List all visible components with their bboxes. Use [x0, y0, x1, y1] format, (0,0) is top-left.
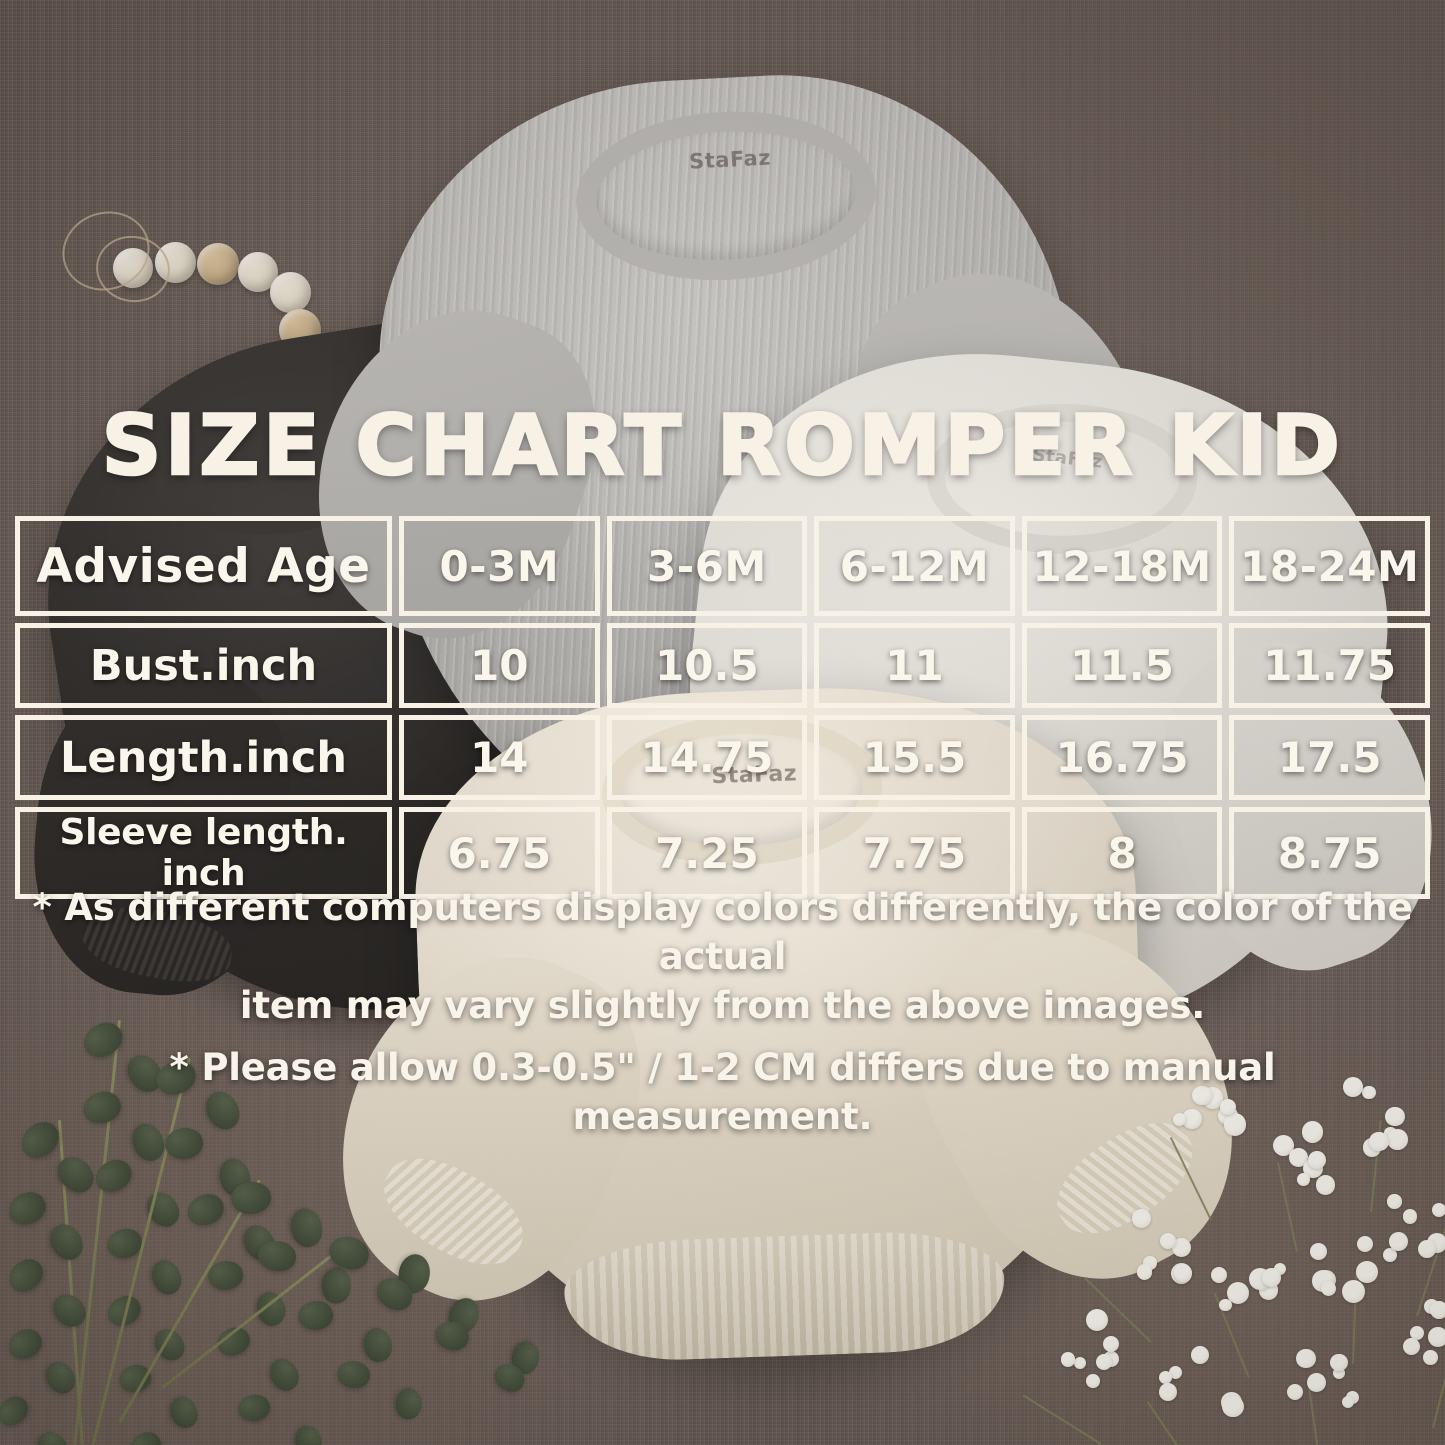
flower-floret	[1086, 1309, 1108, 1331]
flower-floret	[1321, 1281, 1336, 1296]
header-size-12-18m: 12-18M	[1022, 516, 1223, 616]
flower-floret	[1403, 1209, 1418, 1224]
size-chart-image: StaFaz StaFaz StaFaz SIZE CHART ROMPER K…	[0, 0, 1445, 1445]
flower-floret	[1430, 1301, 1445, 1319]
header-advised-age: Advised Age	[15, 516, 392, 616]
flower-floret	[1137, 1264, 1152, 1279]
footnote-measurement: * Please allow 0.3-0.5" / 1-2 CM differs…	[0, 1044, 1445, 1142]
flower-floret	[1342, 1280, 1365, 1303]
cell-bust-6-12m: 11	[814, 623, 1015, 708]
flower-floret	[1418, 1240, 1436, 1258]
cell-length-6-12m: 15.5	[814, 715, 1015, 800]
flower-floret	[1262, 1268, 1281, 1287]
cell-length-0-3m: 14	[399, 715, 600, 800]
flower-floret	[1296, 1349, 1316, 1369]
flower-floret	[1387, 1194, 1401, 1208]
footnotes: * As different computers display colors …	[0, 884, 1445, 1142]
footnote-color-line1: * As different computers display colors …	[0, 884, 1445, 982]
row-label-bust: Bust.inch	[15, 623, 392, 708]
page-title: SIZE CHART ROMPER KID	[0, 404, 1445, 487]
cell-bust-3-6m: 10.5	[607, 623, 808, 708]
flower-floret	[1428, 1327, 1445, 1347]
neck-ribbing	[572, 104, 880, 287]
cell-length-12-18m: 16.75	[1022, 715, 1223, 800]
row-label-length: Length.inch	[15, 715, 392, 800]
bead	[270, 272, 311, 313]
brand-label-grey: StaFaz	[689, 145, 772, 173]
flower-floret	[1086, 1374, 1100, 1388]
flower-floret	[1222, 1396, 1243, 1417]
header-size-0-3m: 0-3M	[399, 516, 600, 616]
cell-length-18-24m: 17.5	[1229, 715, 1430, 800]
bead	[197, 243, 239, 285]
flower-floret	[1308, 1151, 1326, 1169]
flower-floret	[1356, 1261, 1377, 1282]
cell-bust-0-3m: 10	[399, 623, 600, 708]
cell-bust-12-18m: 11.5	[1022, 623, 1223, 708]
flower-floret	[1310, 1243, 1327, 1260]
footnote-color-line2: item may vary slightly from the above im…	[0, 982, 1445, 1031]
header-size-18-24m: 18-24M	[1229, 516, 1430, 616]
table-row-bust: Bust.inch 10 10.5 11 11.5 11.75	[15, 623, 1430, 708]
flower-floret	[1432, 1203, 1445, 1217]
eucalyptus-leaf	[395, 1388, 421, 1420]
header-size-3-6m: 3-6M	[607, 516, 808, 616]
bubble-hem	[563, 1228, 1007, 1363]
flower-floret	[1061, 1352, 1076, 1367]
flower-floret	[1389, 1232, 1408, 1251]
table-header-row: Advised Age 0-3M 3-6M 6-12M 12-18M 18-24…	[15, 516, 1430, 616]
flower-floret	[1191, 1346, 1209, 1364]
cell-length-3-6m: 14.75	[607, 715, 808, 800]
table-row-length: Length.inch 14 14.75 15.5 16.75 17.5	[15, 715, 1430, 800]
flower-floret	[1357, 1236, 1373, 1252]
header-size-6-12m: 6-12M	[814, 516, 1015, 616]
cell-bust-18-24m: 11.75	[1229, 623, 1430, 708]
flower-floret	[1330, 1354, 1348, 1372]
flower-floret	[1074, 1357, 1086, 1369]
flower-floret	[1159, 1371, 1172, 1384]
size-chart-table: Advised Age 0-3M 3-6M 6-12M 12-18M 18-24…	[8, 509, 1437, 906]
